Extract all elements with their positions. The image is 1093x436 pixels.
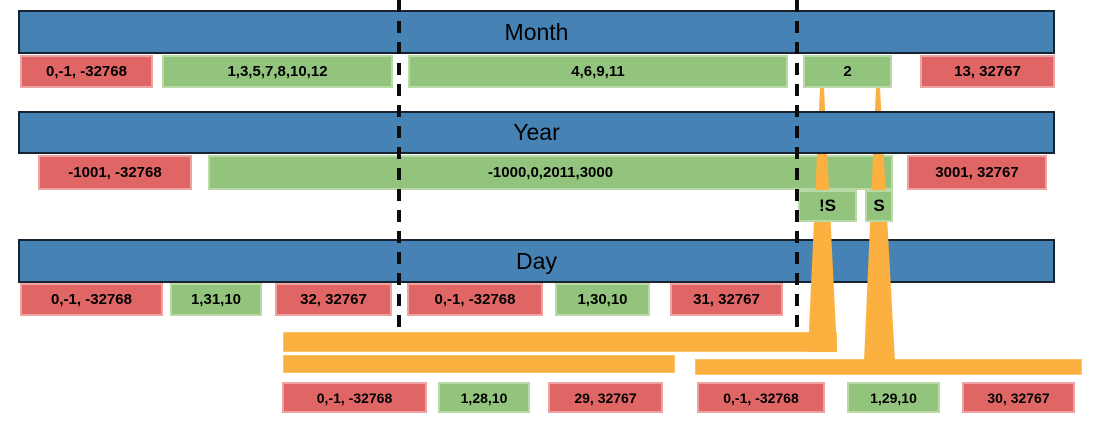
- month-class-30day: 4,6,9,11: [408, 55, 788, 88]
- feb28-class-valid: 1,28,10: [438, 382, 530, 413]
- nonleap-connector-bottom-bar: [283, 355, 675, 373]
- feb29-class-invalid-high: 30, 32767: [962, 382, 1075, 413]
- month-class-february: 2: [803, 55, 892, 88]
- year-class-invalid-low: -1001, -32768: [38, 155, 192, 190]
- month-class-31day: 1,3,5,7,8,10,12: [162, 55, 393, 88]
- month-class-invalid-low: 0,-1, -32768: [20, 55, 153, 88]
- feb28-class-invalid-low: 0,-1, -32768: [282, 382, 427, 413]
- leap-spike: [864, 88, 895, 362]
- leap-flag: S: [865, 190, 893, 222]
- day30-class-invalid-low: 0,-1, -32768: [407, 283, 543, 316]
- nonleap-flag: !S: [798, 190, 857, 222]
- partition-guide-left: [397, 0, 401, 328]
- month-bar: Month: [18, 10, 1055, 54]
- partition-guide-right: [795, 0, 799, 328]
- day30-class-valid: 1,30,10: [555, 283, 650, 316]
- day31-class-invalid-low: 0,-1, -32768: [20, 283, 163, 316]
- month-bar-label: Month: [504, 18, 569, 45]
- feb29-class-invalid-low: 0,-1, -32768: [697, 382, 825, 413]
- year-bar: Year: [18, 111, 1055, 154]
- year-bar-label: Year: [513, 119, 560, 145]
- day31-class-valid: 1,31,10: [170, 283, 262, 316]
- month-class-invalid-high: 13, 32767: [920, 55, 1055, 88]
- day30-class-invalid-high: 31, 32767: [670, 283, 783, 316]
- year-class-valid: -1000,0,2011,3000: [208, 155, 893, 190]
- day31-class-invalid-high: 32, 32767: [275, 283, 392, 316]
- day-bar-label: Day: [516, 247, 557, 274]
- feb28-class-invalid-high: 29, 32767: [548, 382, 663, 413]
- year-class-invalid-high: 3001, 32767: [907, 155, 1047, 190]
- feb29-class-valid: 1,29,10: [847, 382, 940, 413]
